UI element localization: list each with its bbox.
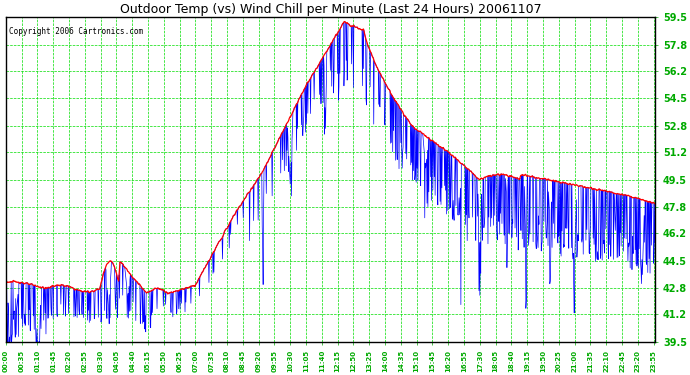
Title: Outdoor Temp (vs) Wind Chill per Minute (Last 24 Hours) 20061107: Outdoor Temp (vs) Wind Chill per Minute … — [120, 3, 542, 16]
Text: Copyright 2006 Cartronics.com: Copyright 2006 Cartronics.com — [9, 27, 143, 36]
